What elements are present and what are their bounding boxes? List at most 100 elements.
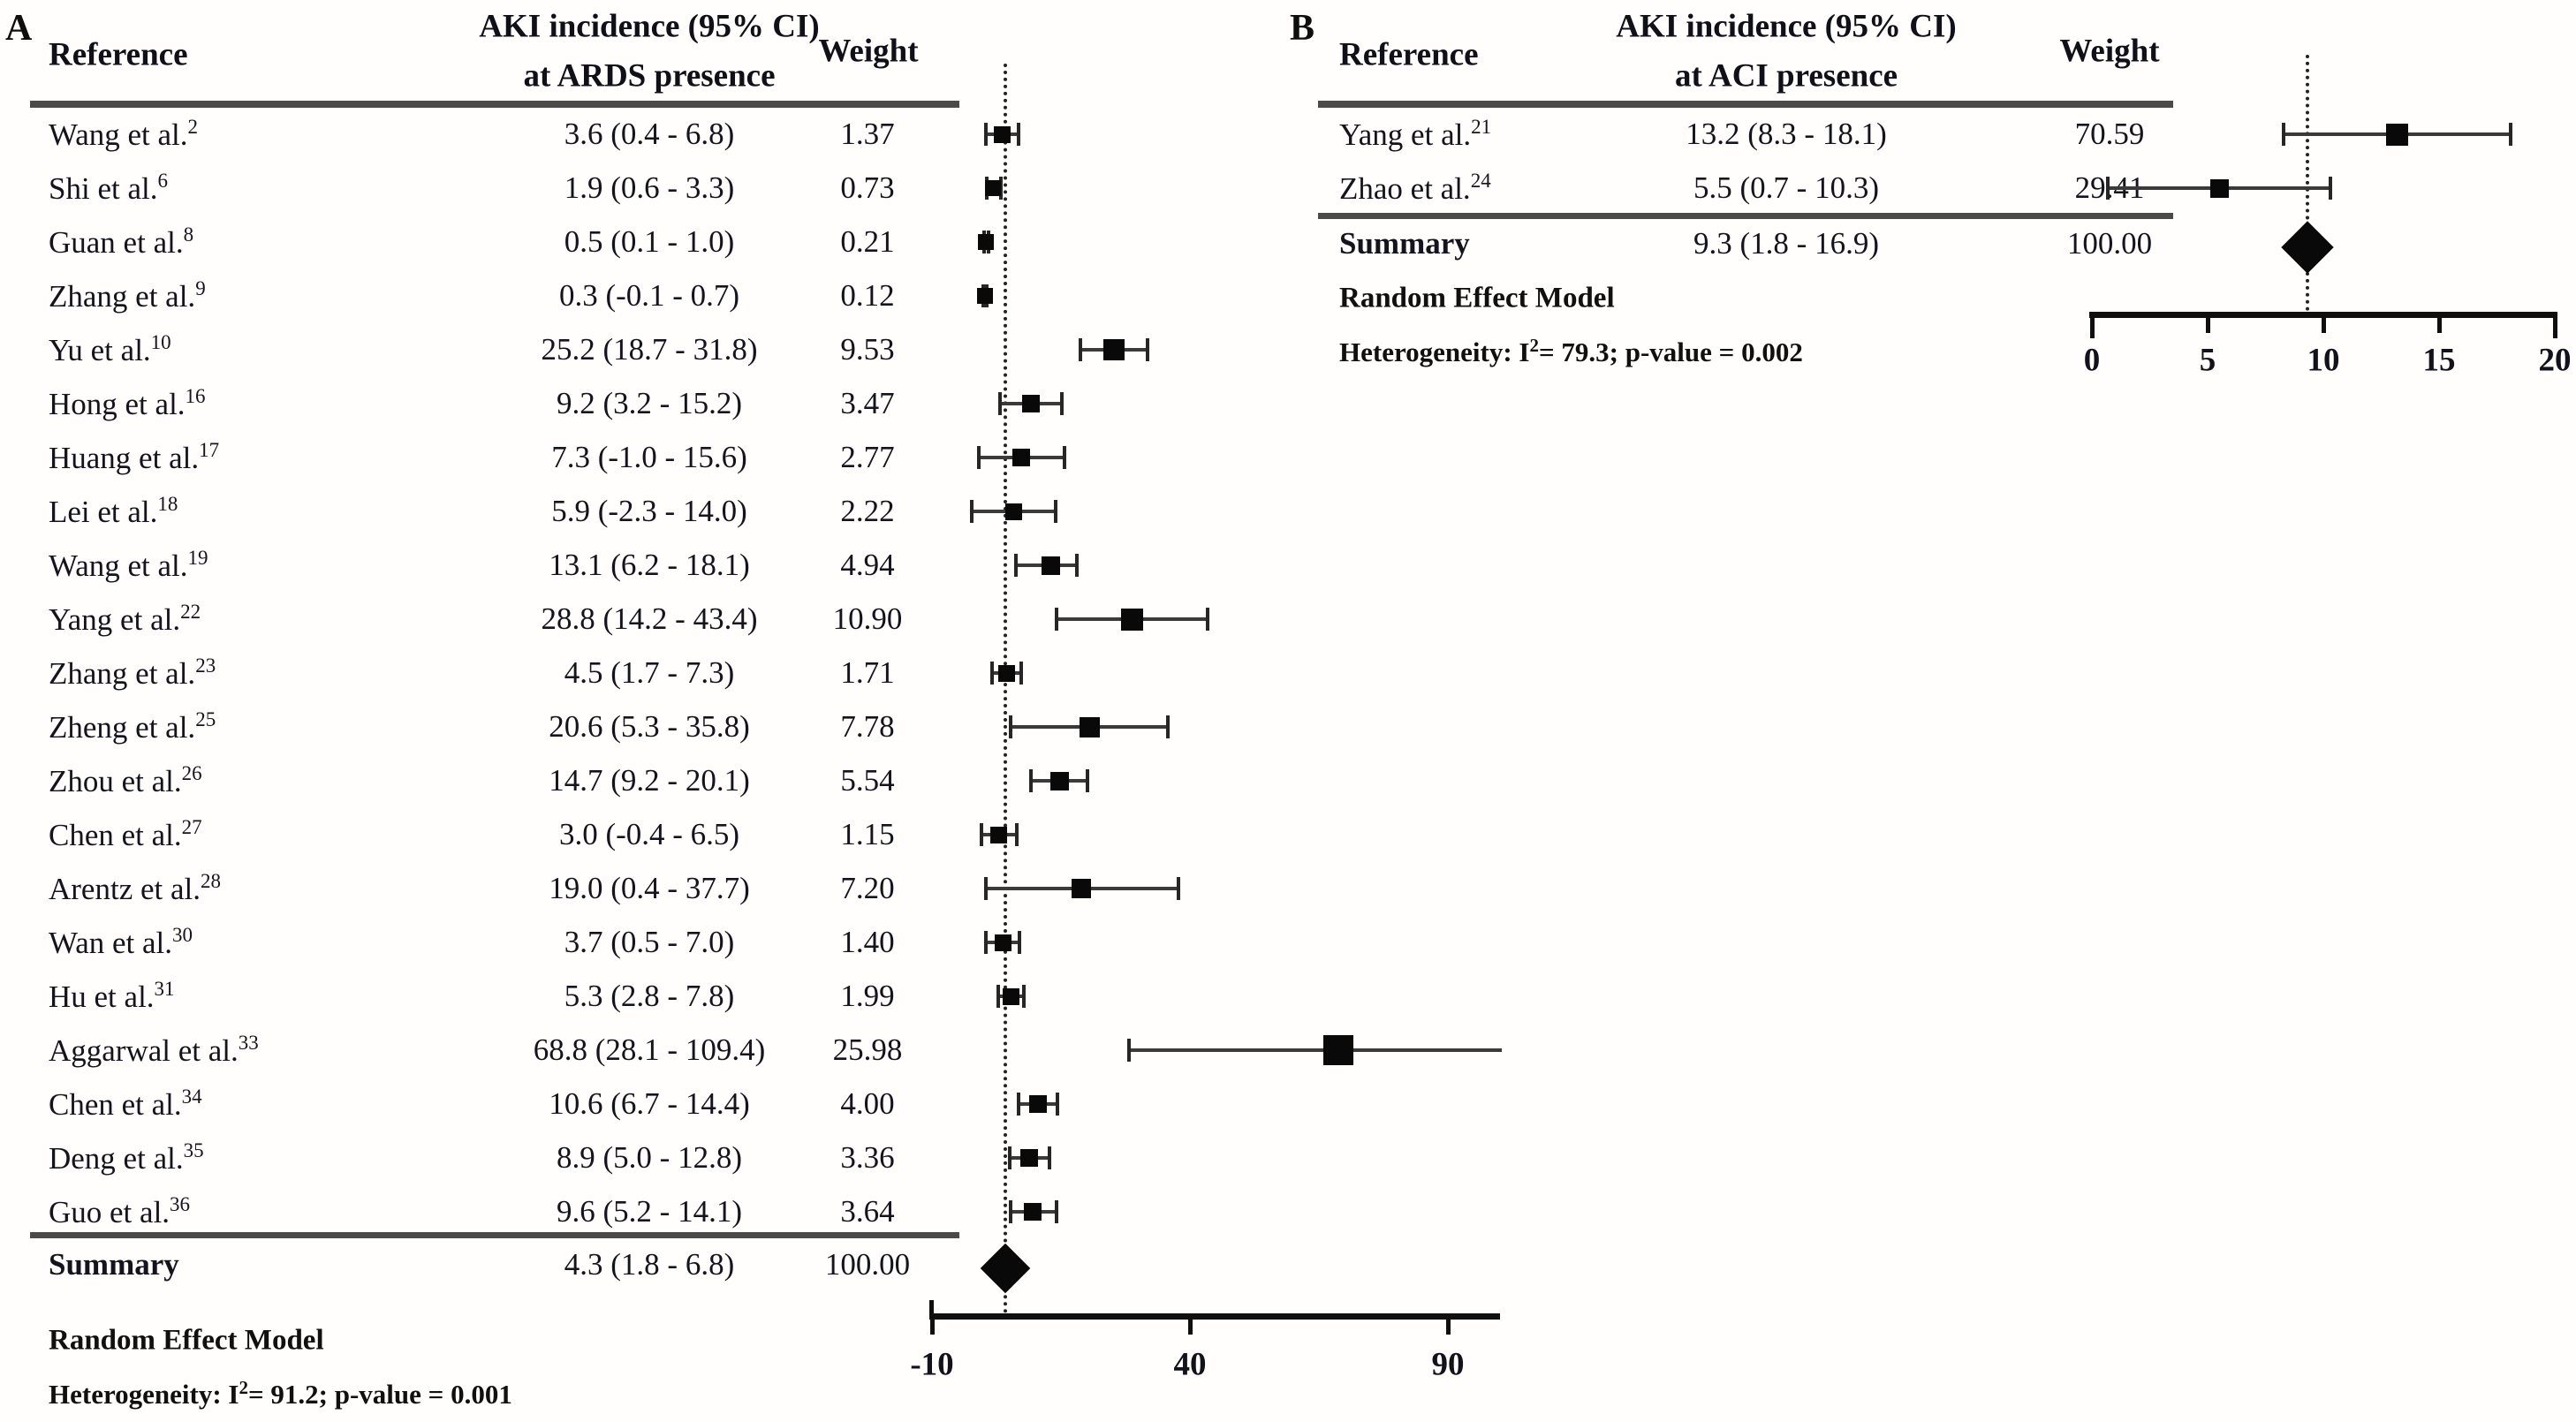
study-incidence-value: 9.6 (5.2 - 14.1) bbox=[557, 1194, 742, 1229]
estimate-square bbox=[993, 125, 1011, 143]
column-header-incidence-line1-b: AKI incidence (95% CI) bbox=[1616, 8, 1957, 45]
study-weight-value: 0.21 bbox=[840, 224, 895, 259]
ci-cap-low bbox=[1055, 608, 1059, 631]
ci-cap-low bbox=[998, 392, 1003, 415]
study-weight-value: 5.54 bbox=[840, 763, 895, 798]
summary-rule-a bbox=[30, 1232, 959, 1238]
study-incidence-value: 19.0 (0.4 - 37.7) bbox=[549, 871, 750, 905]
study-incidence-value: 13.1 (6.2 - 18.1) bbox=[549, 548, 750, 582]
x-axis-tick-label: 40 bbox=[1173, 1346, 1207, 1383]
study-citation: 30 bbox=[172, 924, 193, 947]
ci-cap-low bbox=[1013, 554, 1018, 577]
estimate-square bbox=[1080, 716, 1101, 737]
ci-cap-high bbox=[1021, 985, 1026, 1008]
study-reference: Arentz et al.28 bbox=[49, 870, 221, 906]
x-axis-tick bbox=[2553, 317, 2557, 338]
study-reference: Aggarwal et al.33 bbox=[49, 1032, 259, 1068]
study-citation: 26 bbox=[181, 762, 202, 785]
study-weight-value: 1.37 bbox=[840, 117, 895, 151]
study-incidence-value: 5.5 (0.7 - 10.3) bbox=[1693, 170, 1879, 205]
ci-cap-low bbox=[984, 931, 989, 954]
study-reference: Zhang et al.9 bbox=[49, 277, 206, 314]
summary-rule-b bbox=[1318, 213, 2173, 219]
study-weight-value: 7.20 bbox=[840, 871, 895, 905]
ci-cap-low bbox=[1016, 1093, 1020, 1116]
study-weight-value: 25.98 bbox=[832, 1032, 903, 1067]
ci-cap-low bbox=[983, 123, 988, 146]
x-axis-tick-label: 5 bbox=[2199, 342, 2216, 379]
study-citation: 9 bbox=[195, 277, 206, 300]
heterogeneity-b: Heterogeneity: I2= 79.3; p-value = 0.002 bbox=[1339, 335, 1803, 368]
ci-cap-high bbox=[1205, 608, 1209, 631]
heterogeneity-a-suffix: = 91.2; p-value = 0.001 bbox=[248, 1379, 512, 1411]
model-label-b: Random Effect Model bbox=[1339, 282, 1615, 314]
ci-cap-high bbox=[2509, 123, 2513, 146]
summary-label-b: Summary bbox=[1339, 226, 1470, 261]
ci-cap-low bbox=[1078, 338, 1082, 361]
estimate-square bbox=[1323, 1035, 1354, 1065]
study-reference: Zhou et al.26 bbox=[49, 762, 202, 798]
heterogeneity-a-sup: 2 bbox=[239, 1376, 249, 1398]
estimate-square bbox=[1002, 987, 1019, 1005]
study-incidence-value: 0.5 (0.1 - 1.0) bbox=[564, 224, 735, 259]
ci-cap-low bbox=[976, 446, 981, 469]
study-weight-value: 7.78 bbox=[840, 709, 895, 744]
model-label-a: Random Effect Model bbox=[49, 1324, 324, 1357]
column-header-weight-a: Weight bbox=[818, 33, 919, 70]
study-incidence-value: 3.6 (0.4 - 6.8) bbox=[564, 117, 735, 151]
ci-cap-high bbox=[1054, 500, 1058, 523]
study-reference: Chen et al.27 bbox=[49, 816, 202, 852]
study-reference: Hu et al.31 bbox=[49, 978, 175, 1014]
ci-cap-high bbox=[1146, 338, 1150, 361]
ci-cap-high bbox=[1019, 662, 1024, 685]
x-axis-line bbox=[929, 1313, 1500, 1320]
study-incidence-value: 1.9 (0.6 - 3.3) bbox=[564, 170, 735, 205]
estimate-square bbox=[998, 664, 1016, 682]
column-header-reference-a: Reference bbox=[49, 36, 188, 73]
x-axis-tick-label: 20 bbox=[2538, 342, 2572, 379]
ci-cap-high bbox=[1060, 392, 1064, 415]
study-weight-value: 1.40 bbox=[840, 925, 895, 959]
summary-reference-dotted-line-b bbox=[2306, 55, 2309, 311]
study-reference: Yang et al.21 bbox=[1339, 116, 1492, 152]
x-axis-tick-label: 0 bbox=[2083, 342, 2101, 379]
study-incidence-value: 4.5 (1.7 - 7.3) bbox=[564, 655, 735, 690]
summary-weight-b: 100.00 bbox=[2066, 226, 2153, 261]
study-citation: 22 bbox=[180, 601, 201, 624]
study-citation: 28 bbox=[201, 870, 221, 893]
study-reference: Zhao et al.24 bbox=[1339, 170, 1491, 206]
column-header-incidence-line2-a: at ARDS presence bbox=[523, 57, 776, 95]
x-axis-tick bbox=[2322, 317, 2326, 333]
study-reference: Hong et al.16 bbox=[49, 385, 206, 421]
heterogeneity-a-prefix: Heterogeneity: I bbox=[49, 1379, 239, 1411]
summary-value-b: 9.3 (1.8 - 16.9) bbox=[1693, 226, 1879, 261]
column-header-incidence-line1-a: AKI incidence (95% CI) bbox=[479, 8, 820, 45]
study-reference: Deng et al.35 bbox=[49, 1139, 204, 1176]
study-citation: 36 bbox=[170, 1193, 191, 1216]
column-header-reference-b: Reference bbox=[1339, 36, 1479, 73]
x-axis-left-hook bbox=[929, 1300, 934, 1314]
study-citation: 17 bbox=[199, 439, 220, 462]
estimate-square bbox=[1012, 449, 1031, 466]
estimate-square bbox=[1005, 503, 1023, 520]
summary-label-a: Summary bbox=[49, 1247, 179, 1282]
study-citation: 25 bbox=[195, 708, 216, 731]
ci-cap-low bbox=[2106, 177, 2110, 200]
estimate-square bbox=[1072, 879, 1092, 898]
ci-cap-high bbox=[1056, 1093, 1060, 1116]
ci-cap-low bbox=[1029, 769, 1034, 792]
study-citation: 10 bbox=[150, 331, 171, 354]
ci-cap-low bbox=[1008, 1200, 1012, 1223]
study-reference: Zhang et al.23 bbox=[49, 654, 216, 691]
estimate-square bbox=[1102, 339, 1125, 360]
study-citation: 34 bbox=[181, 1085, 202, 1108]
study-citation: 35 bbox=[183, 1139, 204, 1162]
summary-reference-dotted-line-a bbox=[1004, 64, 1007, 1314]
header-rule-b bbox=[1318, 101, 2173, 108]
study-incidence-value: 7.3 (-1.0 - 15.6) bbox=[551, 440, 747, 474]
study-weight-value: 3.36 bbox=[840, 1140, 895, 1175]
study-incidence-value: 5.3 (2.8 - 7.8) bbox=[564, 979, 735, 1013]
study-incidence-value: 5.9 (-2.3 - 14.0) bbox=[551, 494, 747, 528]
x-axis-tick-label: 10 bbox=[2307, 342, 2340, 379]
